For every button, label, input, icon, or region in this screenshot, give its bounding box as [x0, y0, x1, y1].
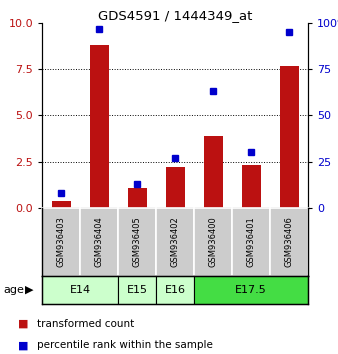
Bar [156, 276, 194, 304]
Bar [51, 201, 71, 208]
Text: E16: E16 [165, 285, 186, 295]
Bar [42, 208, 80, 276]
Title: GDS4591 / 1444349_at: GDS4591 / 1444349_at [98, 9, 252, 22]
Text: ▶: ▶ [24, 285, 33, 295]
Bar [90, 45, 108, 208]
Text: E15: E15 [126, 285, 147, 295]
Bar [232, 208, 270, 276]
Text: ■: ■ [18, 340, 29, 350]
Text: E14: E14 [69, 285, 91, 295]
Text: percentile rank within the sample: percentile rank within the sample [37, 340, 213, 350]
Bar [203, 136, 222, 208]
Bar [80, 208, 118, 276]
Bar [156, 208, 194, 276]
Text: age: age [3, 285, 24, 295]
Text: E17.5: E17.5 [235, 285, 267, 295]
Text: GSM936403: GSM936403 [56, 217, 66, 267]
Bar [280, 65, 298, 208]
Bar [270, 208, 308, 276]
Bar [118, 208, 156, 276]
Bar [42, 276, 118, 304]
Text: ■: ■ [18, 319, 29, 329]
Bar [118, 276, 156, 304]
Text: GSM936401: GSM936401 [246, 217, 256, 267]
Text: GSM936402: GSM936402 [170, 217, 179, 267]
Text: GSM936404: GSM936404 [95, 217, 103, 267]
Text: GSM936405: GSM936405 [132, 217, 142, 267]
Text: transformed count: transformed count [37, 319, 135, 329]
Text: GSM936406: GSM936406 [285, 217, 293, 267]
Bar [241, 165, 261, 208]
Bar [127, 188, 146, 208]
Text: GSM936400: GSM936400 [209, 217, 217, 267]
Bar [194, 276, 308, 304]
Bar [194, 208, 232, 276]
Bar [166, 167, 185, 208]
